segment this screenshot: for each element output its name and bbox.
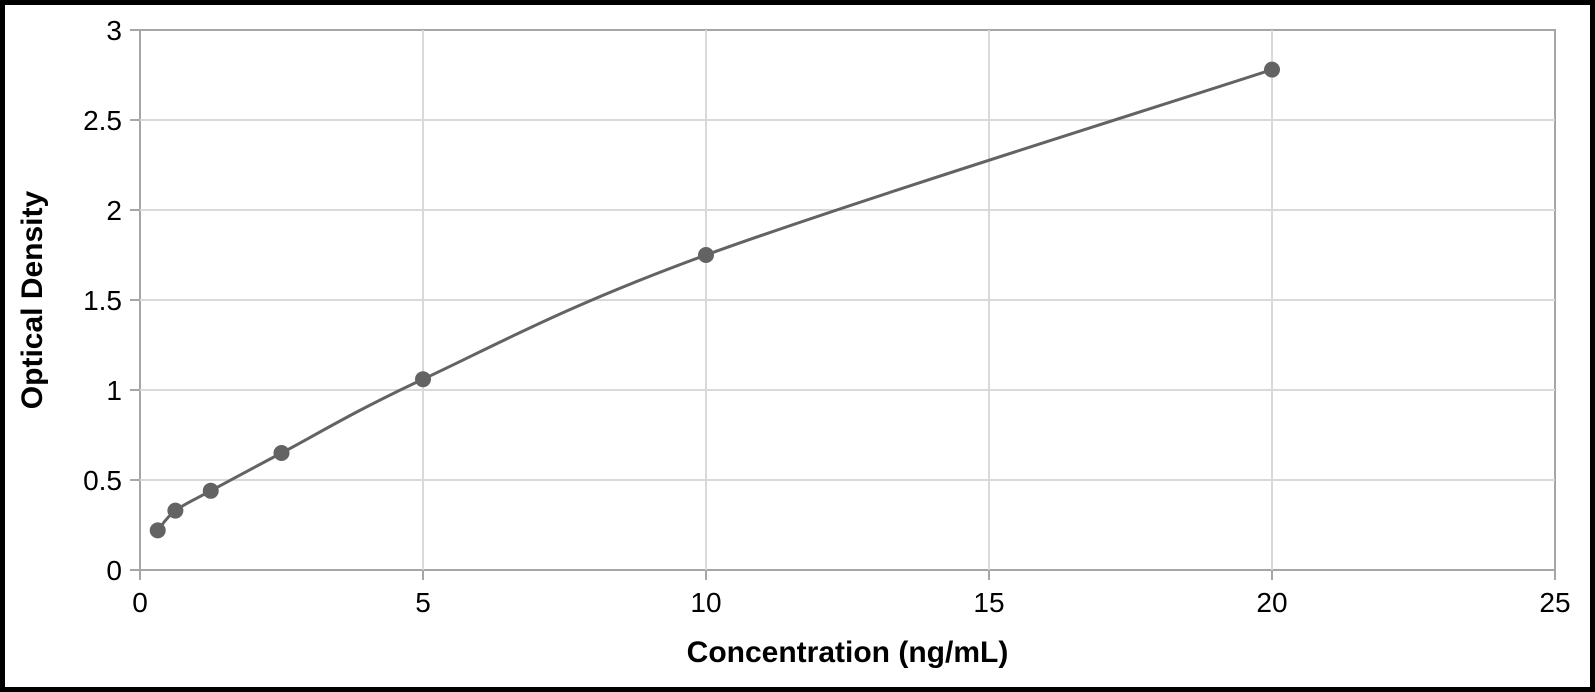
y-tick-label: 2.5 <box>83 105 122 136</box>
data-point-marker <box>150 522 166 538</box>
x-tick-label: 0 <box>132 587 148 618</box>
chart-container: 0 5 10 15 20 25 0 0.5 1 1.5 2 2.5 3 Concentration (ng… <box>0 0 1595 692</box>
x-tick-label: 20 <box>1256 587 1287 618</box>
x-tick-label: 10 <box>690 587 721 618</box>
y-tick-label: 3 <box>106 15 122 46</box>
y-tick-label: 0.5 <box>83 465 122 496</box>
data-point-marker <box>274 445 290 461</box>
y-tick-label: 2 <box>106 195 122 226</box>
x-axis-label: Concentration (ng/mL) <box>687 636 1009 669</box>
y-tick-label: 1.5 <box>83 285 122 316</box>
x-tick-label: 15 <box>973 587 1004 618</box>
y-tick-label: 1 <box>106 375 122 406</box>
y-axis-label: Optical Density <box>16 190 49 409</box>
standard-curve-chart: 0 5 10 15 20 25 0 0.5 1 1.5 2 2.5 3 Concentration (ng… <box>0 0 1595 692</box>
data-point-marker <box>1264 62 1280 78</box>
data-point-marker <box>415 371 431 387</box>
y-tick-label: 0 <box>106 555 122 586</box>
data-point-marker <box>203 483 219 499</box>
data-point-marker <box>698 247 714 263</box>
x-tick-label: 5 <box>415 587 431 618</box>
x-tick-label: 25 <box>1539 587 1570 618</box>
data-point-marker <box>167 503 183 519</box>
